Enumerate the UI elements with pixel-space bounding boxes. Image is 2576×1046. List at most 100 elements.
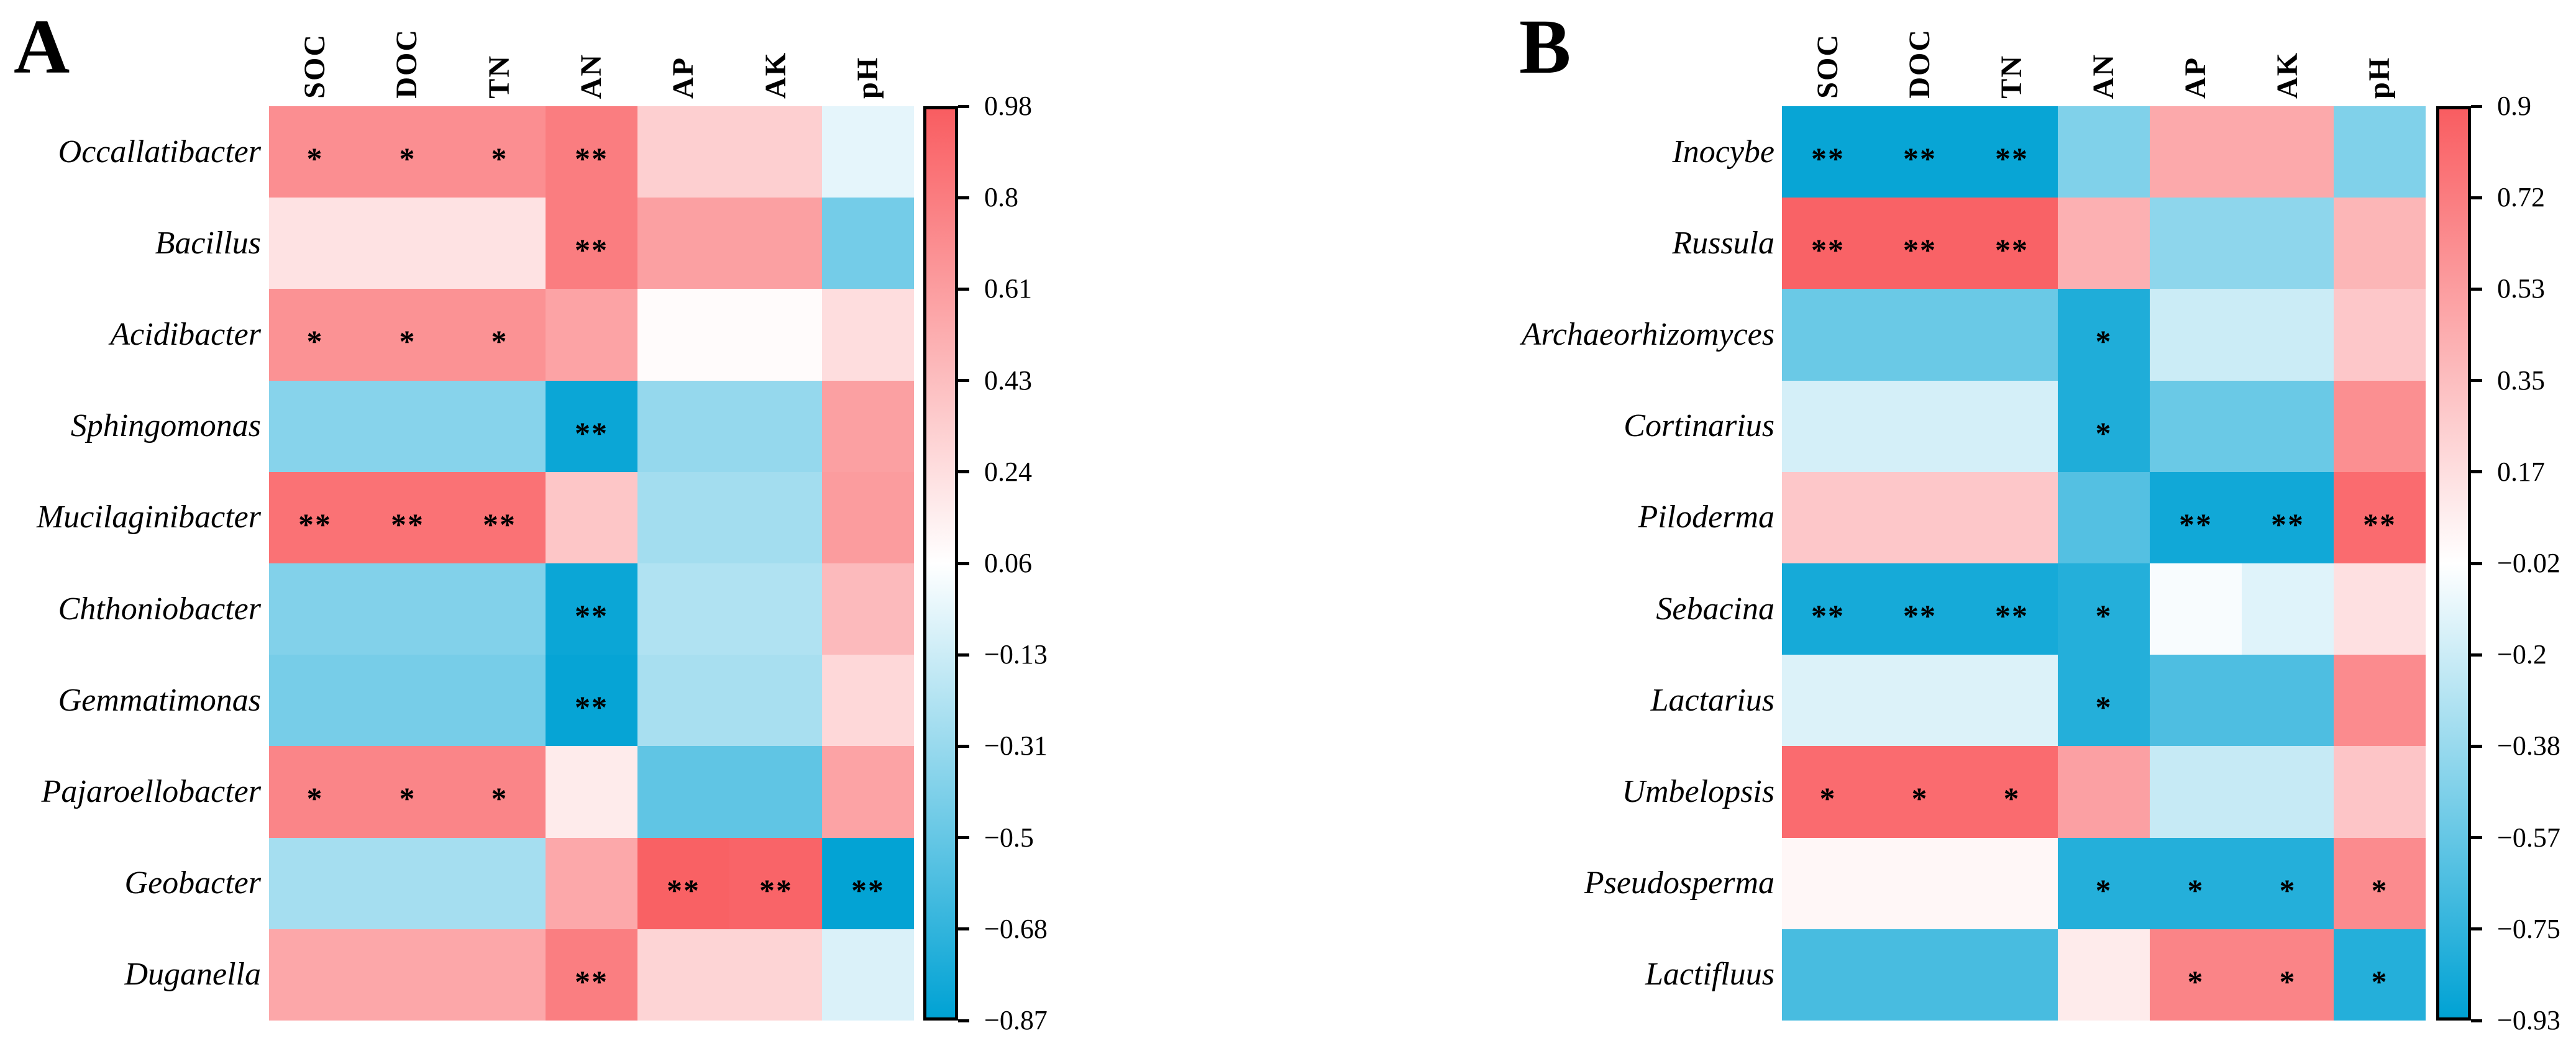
column-label-an: AN (2086, 53, 2120, 99)
heatmap-cell (822, 838, 914, 929)
heatmap-cell (2242, 838, 2334, 929)
heatmap-cell (1966, 929, 2058, 1021)
significance-star: * (2095, 416, 2112, 450)
heatmap-cell (637, 563, 729, 655)
column-label-box: SOC (1781, 2, 1875, 99)
significance-star: ** (575, 689, 608, 724)
heatmap-cell (454, 929, 546, 1021)
heatmap-cell (2334, 472, 2426, 563)
heatmap-cell (729, 106, 822, 198)
significance-star: ** (575, 416, 608, 450)
colorbar-tick-label: −0.2 (2497, 639, 2547, 670)
significance-star: * (491, 781, 508, 816)
column-label-box: TN (1965, 2, 2058, 99)
heatmap-cell (637, 106, 729, 198)
heatmap-cell (2150, 198, 2242, 289)
heatmap-cell (1966, 198, 2058, 289)
heatmap-cell (454, 289, 546, 381)
heatmap-cell (2334, 289, 2426, 381)
heatmap-cell (546, 381, 637, 472)
heatmap-cell (2150, 563, 2242, 655)
heatmap-cell (1782, 106, 1874, 198)
significance-star: ** (851, 873, 885, 907)
significance-star: * (2371, 964, 2388, 999)
colorbar-tick (958, 836, 969, 839)
heatmap-cell (729, 655, 822, 746)
heatmap-cell (2058, 655, 2150, 746)
heatmap-cell (2058, 289, 2150, 381)
heatmap-cell (361, 655, 454, 746)
heatmap-cell (2058, 746, 2150, 838)
heatmap-cell (1782, 198, 1874, 289)
heatmap-cell (1874, 106, 1966, 198)
column-label-ak: AK (2270, 52, 2304, 99)
heatmap-cell (2334, 106, 2426, 198)
row-label-pajaroellobacter: Pajaroellobacter (41, 774, 261, 809)
significance-star: ** (1995, 141, 2029, 176)
heatmap-cell (2242, 198, 2334, 289)
colorbar-tick-label: 0.53 (2497, 273, 2545, 304)
heatmap-cell (269, 106, 361, 198)
panel-a-letter: A (14, 4, 70, 90)
heatmap-cell (269, 838, 361, 929)
heatmap-cell (1874, 472, 1966, 563)
colorbar-tick (958, 470, 969, 473)
heatmap-cell (546, 289, 637, 381)
heatmap-cell (1966, 563, 2058, 655)
heatmap-cell (822, 106, 914, 198)
heatmap-cell (1966, 381, 2058, 472)
heatmap-cell (637, 198, 729, 289)
heatmap-cell (822, 198, 914, 289)
row-label-mucilaginibacter: Mucilaginibacter (36, 499, 261, 535)
heatmap-cell (269, 655, 361, 746)
significance-star: * (1911, 781, 1929, 816)
heatmap-cell (361, 198, 454, 289)
row-label-umbelopsis: Umbelopsis (1622, 774, 1774, 809)
heatmap-cell (1874, 746, 1966, 838)
colorbar-tick (958, 1019, 969, 1022)
heatmap-cell (729, 381, 822, 472)
colorbar-tick-label: 0.17 (2497, 457, 2545, 487)
significance-star: * (491, 141, 508, 176)
significance-star: ** (1811, 141, 1845, 176)
heatmap-cell (2334, 929, 2426, 1021)
heatmap-cell (1874, 655, 1966, 746)
heatmap-cell (361, 381, 454, 472)
heatmap-cell (1782, 289, 1874, 381)
colorbar (2436, 106, 2471, 1021)
colorbar-tick (958, 196, 969, 199)
heatmap-cell (2242, 289, 2334, 381)
heatmap-cell (2150, 289, 2242, 381)
heatmap-cell (1874, 381, 1966, 472)
heatmap-cell (1966, 746, 2058, 838)
heatmap-cell (361, 106, 454, 198)
heatmap-cell (729, 563, 822, 655)
row-label-bacillus: Bacillus (155, 225, 261, 261)
heatmap-cell (2242, 472, 2334, 563)
column-label-soc: SOC (1811, 34, 1844, 99)
significance-star: ** (483, 507, 516, 542)
colorbar-tick-label: −0.87 (984, 1005, 1048, 1035)
heatmap-cell (2242, 929, 2334, 1021)
heatmap-cell (822, 929, 914, 1021)
heatmap-cell (729, 838, 822, 929)
heatmap-cell (822, 746, 914, 838)
colorbar-tick-label: −0.68 (984, 914, 1048, 944)
significance-star: ** (1811, 232, 1845, 267)
heatmap-cell (454, 746, 546, 838)
heatmap-cell (1966, 106, 2058, 198)
heatmap-cell (546, 472, 637, 563)
colorbar-tick-label: 0.43 (984, 365, 1032, 396)
heatmap-cell (2334, 381, 2426, 472)
significance-star: ** (1903, 141, 1937, 176)
heatmap-cell (637, 289, 729, 381)
heatmap-cell (637, 655, 729, 746)
heatmap-cell (1874, 929, 1966, 1021)
significance-star: * (2187, 873, 2204, 907)
colorbar-tick-label: −0.38 (2497, 730, 2560, 761)
column-label-box: AP (2149, 2, 2242, 99)
colorbar-tick (958, 745, 969, 748)
colorbar-tick-label: −0.02 (2497, 548, 2560, 578)
